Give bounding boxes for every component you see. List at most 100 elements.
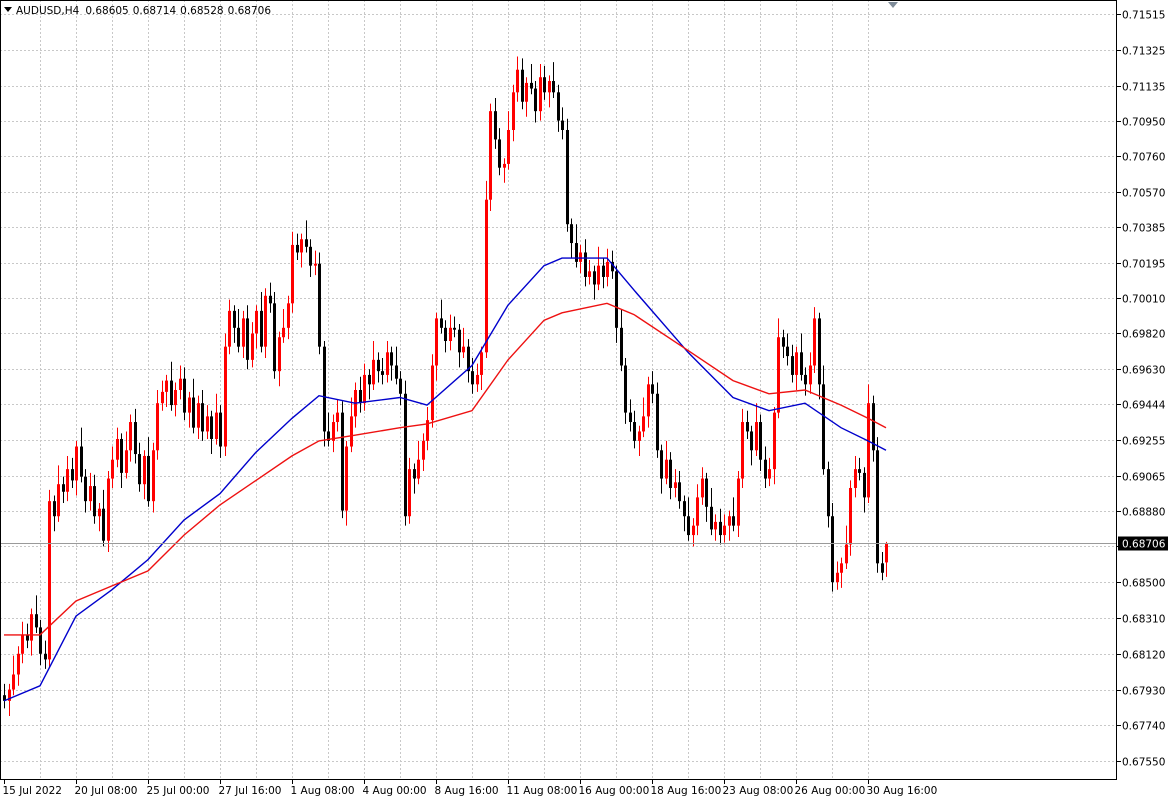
last-open: 0.68605 <box>85 5 128 17</box>
candle-body <box>35 614 38 628</box>
candle-body <box>548 81 551 93</box>
y-tick-label: 0.70010 <box>1122 294 1165 306</box>
candle-body <box>431 365 434 421</box>
candle-body <box>282 327 285 338</box>
candle-body <box>224 346 227 447</box>
candle-body <box>863 472 866 498</box>
candle-body <box>669 459 672 488</box>
candle-body <box>593 271 596 285</box>
candle-body <box>458 329 461 353</box>
moving-average <box>4 302 887 636</box>
candle-body <box>723 525 726 536</box>
candle-body <box>818 318 821 385</box>
candle-body <box>480 352 483 375</box>
candle-body <box>327 431 330 441</box>
candle-body <box>521 69 524 102</box>
candle-body <box>867 403 870 498</box>
candle-body <box>692 525 695 536</box>
symbol: AUDUSD,H4 <box>16 5 80 17</box>
y-tick-label: 0.70195 <box>1122 259 1165 271</box>
y-tick-label: 0.67550 <box>1122 757 1165 769</box>
candle-body <box>404 393 407 517</box>
candle-body <box>170 380 173 406</box>
candle-body <box>728 516 731 526</box>
candle-body <box>417 459 420 479</box>
candle-body <box>759 422 762 460</box>
x-tick-label: 27 Jul 16:00 <box>219 785 282 797</box>
candle-body <box>395 365 398 379</box>
candle-body <box>615 271 618 328</box>
moving-average <box>3 257 887 702</box>
x-tick-label: 16 Aug 00:00 <box>579 785 650 797</box>
candle-body <box>440 318 443 328</box>
candle-body <box>512 92 515 130</box>
candle-body <box>836 572 839 583</box>
candle-body <box>719 521 722 536</box>
candle-body <box>93 486 96 517</box>
candle-body <box>197 403 200 428</box>
candle-body <box>881 563 884 573</box>
candle-body <box>503 163 506 168</box>
candle-body <box>750 431 753 451</box>
plot <box>0 56 1117 716</box>
candle-body <box>741 422 744 479</box>
candle-body <box>192 397 195 428</box>
x-tick-label: 15 Jul 2022 <box>3 785 62 797</box>
candle-body <box>498 139 501 168</box>
candle-body <box>674 482 677 488</box>
candle-body <box>764 459 767 479</box>
candle-body <box>611 261 614 272</box>
candle-body <box>237 327 240 347</box>
x-tick-label: 26 Aug 00:00 <box>795 785 866 797</box>
candle-body <box>489 111 492 200</box>
candle-body <box>543 77 546 93</box>
candle-body <box>39 627 42 654</box>
candle-body <box>755 422 758 451</box>
candle-body <box>732 516 735 526</box>
candle-body <box>332 422 335 441</box>
candle-body <box>48 501 51 660</box>
y-tick-label: 0.69444 <box>1122 400 1166 412</box>
candle-body <box>849 487 852 545</box>
candle-body <box>3 695 6 701</box>
candle-body <box>377 359 380 372</box>
candle-body <box>152 450 155 502</box>
candle-body <box>696 497 699 526</box>
candle-body <box>57 484 60 517</box>
y-tick-label: 0.68310 <box>1122 614 1165 626</box>
candle-body <box>381 371 384 375</box>
candle-body <box>129 422 132 451</box>
candle-body <box>777 337 780 413</box>
candle-body <box>399 378 402 394</box>
candle-body <box>363 374 366 404</box>
candle-body <box>534 88 537 112</box>
candle-body <box>426 420 429 441</box>
candle-body <box>300 239 303 253</box>
candle-body <box>368 374 371 385</box>
candle-body <box>809 365 812 385</box>
candle-body <box>516 69 519 93</box>
candle-body <box>44 653 47 660</box>
y-tick-label: 0.70570 <box>1122 188 1165 200</box>
candle-body <box>746 422 749 432</box>
candle-body <box>525 82 528 102</box>
candle-body <box>683 501 686 517</box>
candle-body <box>89 486 92 502</box>
candle-body <box>30 614 33 641</box>
candle-body <box>156 403 159 451</box>
candle-body <box>206 416 209 432</box>
y-tick-label: 0.67740 <box>1122 721 1165 733</box>
candle-body <box>570 224 573 244</box>
y-tick-label: 0.67930 <box>1122 686 1165 698</box>
candle-body <box>233 310 236 328</box>
candle-body <box>872 403 875 451</box>
candle-body <box>179 378 182 390</box>
candle-body <box>507 130 510 164</box>
candle-body <box>305 239 308 247</box>
candle-body <box>251 333 254 360</box>
candle-body <box>260 310 263 347</box>
y-tick-label: 0.69065 <box>1122 472 1165 484</box>
candle-body <box>768 469 771 479</box>
